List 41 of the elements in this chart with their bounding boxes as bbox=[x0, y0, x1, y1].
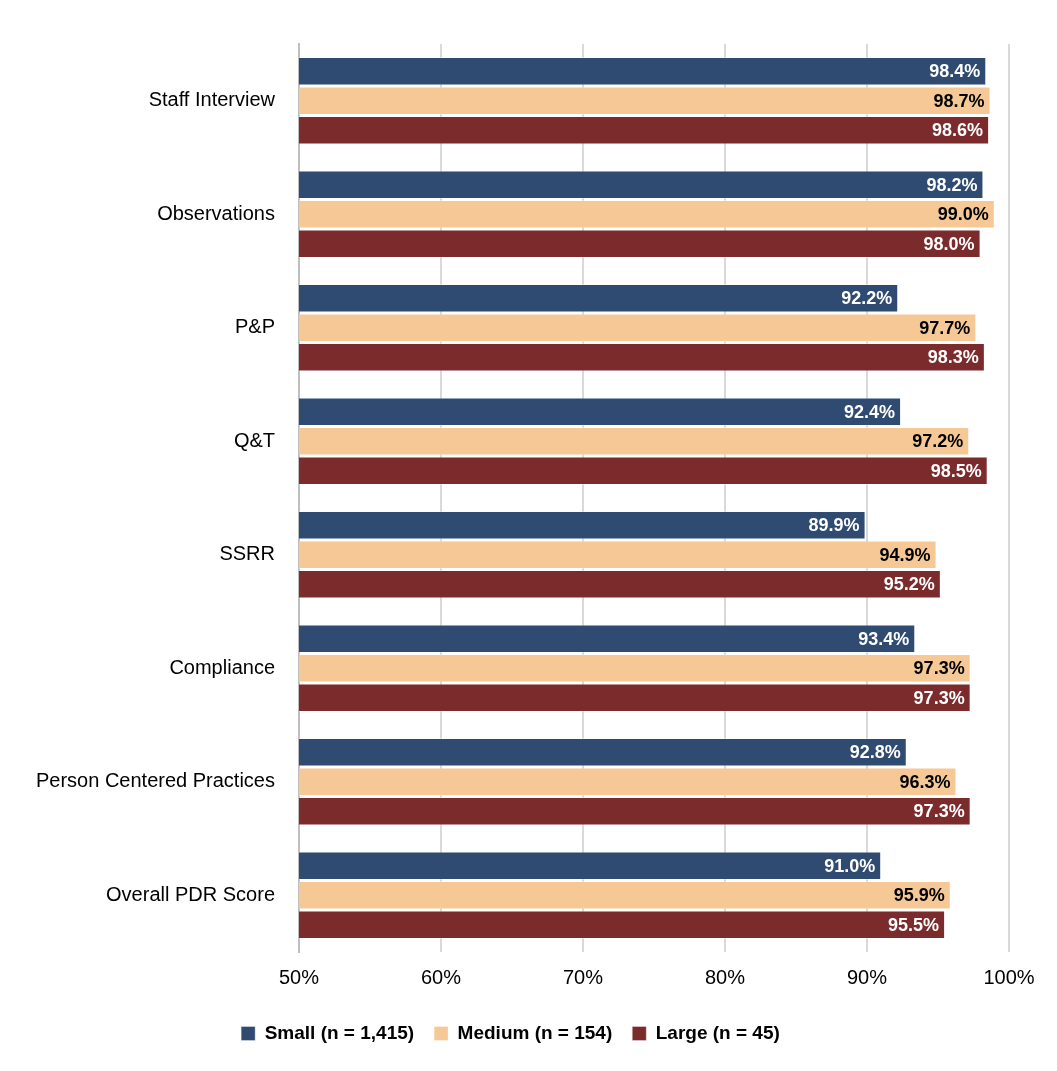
y-tick-label: Overall PDR Score bbox=[106, 882, 275, 905]
data-label: 98.0% bbox=[923, 233, 975, 254]
y-tick-label: P&P bbox=[234, 315, 275, 338]
data-label: 95.5% bbox=[888, 914, 940, 935]
data-label: 95.9% bbox=[893, 885, 945, 906]
data-label: 94.9% bbox=[879, 544, 931, 565]
data-label: 98.4% bbox=[929, 61, 981, 82]
data-label: 97.7% bbox=[919, 317, 971, 338]
data-label: 97.3% bbox=[913, 801, 965, 822]
data-label: 98.2% bbox=[926, 174, 978, 195]
legend-label: Medium (n = 154) bbox=[457, 1021, 613, 1043]
legend-label: Small (n = 1,415) bbox=[264, 1021, 415, 1043]
x-tick-label: 90% bbox=[846, 965, 888, 988]
x-tick-label: 70% bbox=[562, 965, 604, 988]
y-tick-label: Observations bbox=[157, 201, 275, 224]
data-label: 93.4% bbox=[858, 628, 910, 649]
data-label: 92.8% bbox=[849, 742, 901, 763]
data-label: 97.3% bbox=[913, 658, 965, 679]
data-label: 99.0% bbox=[937, 204, 989, 225]
x-tick-label: 50% bbox=[278, 965, 320, 988]
data-label: 98.6% bbox=[932, 120, 984, 141]
data-label: 89.9% bbox=[808, 515, 860, 536]
data-label: 98.5% bbox=[930, 460, 982, 481]
legend-label: Large (n = 45) bbox=[655, 1021, 780, 1043]
y-tick-label: Q&T bbox=[233, 428, 275, 451]
x-tick-label: 60% bbox=[420, 965, 462, 988]
data-label: 98.7% bbox=[933, 90, 985, 111]
data-label: 95.2% bbox=[883, 574, 935, 595]
y-tick-label: SSRR bbox=[219, 542, 275, 565]
x-tick-label: 80% bbox=[704, 965, 746, 988]
x-tick-label: 100% bbox=[983, 965, 1035, 988]
data-label: 92.2% bbox=[841, 288, 893, 309]
data-label: 96.3% bbox=[899, 771, 951, 792]
y-tick-label: Staff Interview bbox=[148, 88, 276, 111]
data-label: 98.3% bbox=[927, 347, 979, 368]
y-tick-label: Compliance bbox=[169, 655, 275, 678]
data-label: 91.0% bbox=[824, 855, 876, 876]
y-tick-label: Person Centered Practices bbox=[35, 769, 275, 792]
data-label: 92.4% bbox=[844, 401, 896, 422]
data-label: 97.3% bbox=[913, 687, 965, 708]
data-label: 97.2% bbox=[912, 431, 964, 452]
